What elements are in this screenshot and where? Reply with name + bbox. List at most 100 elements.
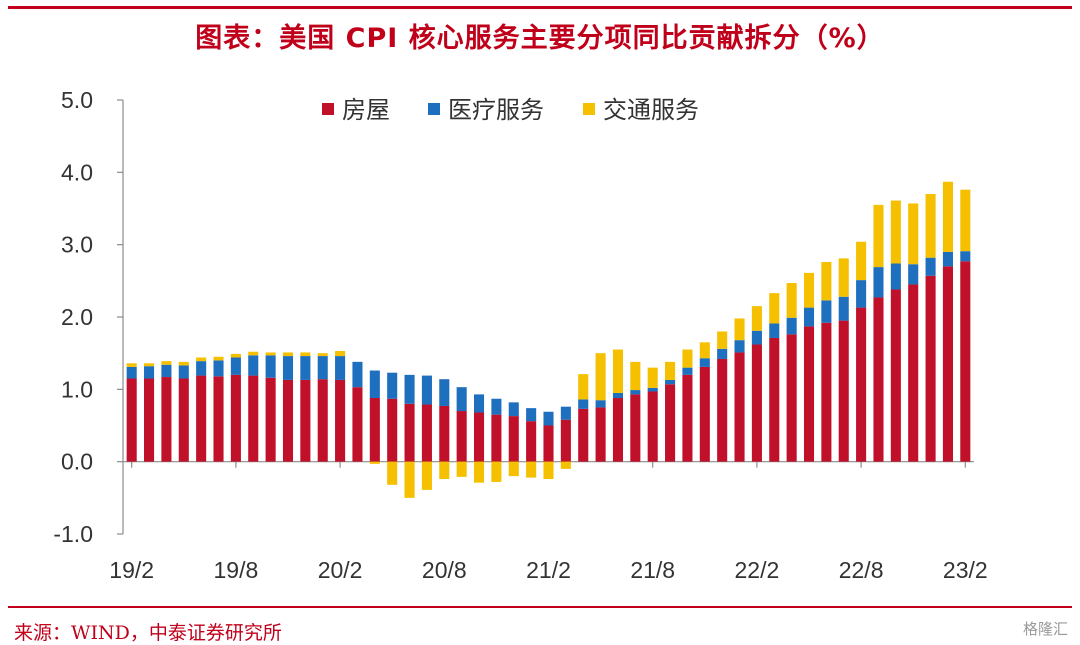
- bar-segment: [560, 461, 571, 469]
- bar-segment: [317, 379, 328, 462]
- bar-segment: [890, 263, 901, 290]
- bar-segment: [578, 374, 589, 400]
- bar-segment: [734, 318, 745, 341]
- bar-segment: [682, 367, 693, 375]
- bar-segment: [491, 414, 502, 462]
- bar-segment: [630, 390, 641, 395]
- bar-segment: [352, 361, 363, 388]
- bar-segment: [665, 361, 676, 380]
- bar-segment: [838, 258, 849, 297]
- y-tick-label: 3.0: [61, 232, 93, 258]
- bar-segment: [387, 372, 398, 399]
- bar-segment: [178, 361, 189, 366]
- bar-segment: [873, 267, 884, 298]
- bar-segment: [543, 425, 554, 462]
- bar-segment: [473, 412, 485, 462]
- y-tick-label: 5.0: [61, 87, 93, 113]
- bar-segment: [821, 262, 832, 301]
- bar-segment: [439, 405, 450, 462]
- bar-segment: [612, 392, 624, 399]
- bar-segment: [473, 394, 485, 413]
- bar-segment: [456, 411, 467, 462]
- x-tick-label: 20/8: [422, 557, 467, 583]
- bar-segment: [960, 261, 971, 462]
- bar-segment: [508, 461, 519, 477]
- source-rule: [8, 606, 1072, 608]
- bar-segment: [161, 364, 172, 378]
- bar-segment: [317, 353, 328, 357]
- bar-segment: [421, 375, 432, 405]
- bar-segment: [300, 379, 311, 462]
- bar-segment: [925, 257, 936, 276]
- bar-segment: [161, 377, 172, 462]
- bar-segment: [908, 284, 919, 462]
- y-tick-label: 4.0: [61, 159, 93, 185]
- bar-segment: [942, 251, 953, 267]
- bar-segment: [925, 275, 936, 462]
- x-tick-label: 19/2: [109, 557, 154, 583]
- bar-segment: [821, 322, 832, 462]
- bar-segment: [369, 370, 380, 399]
- bar-segment: [786, 283, 797, 318]
- bar-segment: [439, 461, 450, 480]
- bar-segment: [821, 300, 832, 323]
- bar-segment: [282, 356, 294, 380]
- bar-segment: [421, 461, 432, 490]
- y-tick-label: -1.0: [53, 521, 93, 547]
- legend-swatch: [322, 103, 334, 115]
- x-tick-label: 23/2: [943, 557, 988, 583]
- bar-segment: [508, 416, 519, 462]
- bar-segment: [404, 403, 415, 462]
- x-tick-label: 21/2: [526, 557, 571, 583]
- bar-segment: [630, 394, 641, 462]
- bar-segment: [317, 356, 328, 380]
- y-tick-label: 0.0: [61, 449, 93, 475]
- bar-segment: [230, 357, 241, 375]
- bar-segment: [682, 374, 693, 462]
- bar-segment: [265, 352, 276, 356]
- watermark: 格隆汇: [1022, 620, 1068, 638]
- bar-segment: [595, 400, 606, 408]
- bar-segment: [196, 375, 207, 462]
- bar-segment: [144, 363, 155, 367]
- bar-segment: [908, 264, 919, 285]
- bar-segment: [925, 194, 936, 258]
- bar-segment: [473, 461, 485, 483]
- bar-segment: [213, 360, 224, 377]
- x-tick-label: 22/8: [839, 557, 884, 583]
- bar-segment: [838, 320, 849, 462]
- bar-segment: [803, 307, 815, 327]
- bar-segment: [769, 337, 780, 462]
- bar-segment: [456, 387, 467, 412]
- bar-segment: [178, 365, 189, 379]
- bar-segment: [595, 407, 606, 462]
- bar-segment: [248, 355, 259, 376]
- axes: -1.0 0.0 1.0 2.0 3.0 4.0 5.0 19/2 19/8 20/2 20/8 21…: [53, 87, 987, 583]
- bar-segment: [230, 353, 241, 358]
- bar-segment: [439, 379, 450, 406]
- chart-area: -1.0 0.0 1.0 2.0 3.0 4.0 5.0 19/2 19/8 20/2 20/8 21…: [53, 87, 987, 583]
- bar-segment: [543, 411, 554, 426]
- bar-segment: [734, 352, 745, 462]
- bar-segment: [856, 307, 867, 462]
- bar-segment: [178, 378, 189, 462]
- x-tick-label: 21/8: [630, 557, 675, 583]
- bar-segment: [717, 348, 728, 359]
- legend-swatch: [428, 103, 440, 115]
- bar-segment: [456, 461, 467, 477]
- bar-segment: [265, 355, 276, 378]
- bar-segment: [665, 379, 676, 385]
- bar-segment: [751, 330, 762, 345]
- bar-segment: [942, 181, 953, 252]
- bar-segment: [369, 398, 380, 462]
- bar-segment: [682, 349, 693, 368]
- bar-segment: [734, 340, 745, 353]
- bar-segment: [612, 349, 624, 393]
- bar-segment: [612, 398, 624, 462]
- bar-segment: [491, 398, 502, 415]
- x-tick-label: 19/8: [214, 557, 259, 583]
- bar-segment: [890, 289, 901, 462]
- bar-segment: [282, 379, 294, 462]
- bar-segment: [873, 204, 884, 268]
- bar-segment: [960, 189, 971, 252]
